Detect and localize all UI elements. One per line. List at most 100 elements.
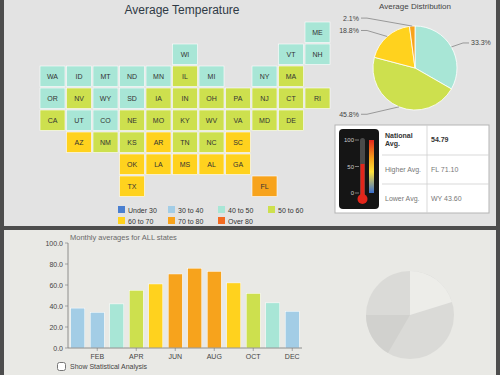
pie-title: Average Distribution (379, 2, 451, 11)
state (173, 154, 198, 175)
bar (266, 303, 280, 348)
pie-label: 18.8% (339, 27, 359, 34)
dashboard: Average TemperatureMEWIVTNHWAIDMTNDMNILM… (0, 0, 500, 375)
legend-label: 30 to 40 (178, 207, 203, 214)
bar (90, 312, 104, 348)
legend-swatch (118, 206, 125, 213)
decor-pie (366, 271, 454, 359)
state-label: CT (286, 95, 296, 102)
gauge-tick-label: 50 (347, 164, 354, 170)
gauge-row-value: FL 71.10 (431, 156, 487, 183)
state (146, 110, 171, 131)
state (279, 44, 304, 65)
pie-leader (361, 18, 412, 26)
state-label: TN (180, 139, 189, 146)
state (120, 154, 145, 175)
state-label: AR (154, 139, 164, 146)
gauge-label: National Avg. (385, 126, 426, 154)
map: MEWIVTNHWAIDMTNDMNILMINYMAORNVWYSDIAINOH… (40, 22, 330, 197)
bar (129, 290, 143, 348)
bar (227, 283, 241, 348)
checkbox-row: Show Statistical Analysis (57, 362, 147, 371)
state (199, 66, 224, 87)
state-label: KS (127, 139, 137, 146)
state-label: DE (286, 117, 296, 124)
state-label: GA (233, 161, 243, 168)
state (252, 88, 277, 109)
bars (71, 268, 300, 348)
state-label: WA (47, 73, 58, 80)
state (40, 66, 65, 87)
state (120, 132, 145, 153)
state-label: WY (100, 95, 112, 102)
checkbox[interactable] (57, 362, 66, 371)
x-tick-label: DEC (285, 353, 300, 360)
state-label: MO (153, 117, 165, 124)
state-label: VA (234, 117, 243, 124)
state-label: AL (207, 161, 216, 168)
state-label: RI (314, 95, 321, 102)
x-tick (175, 348, 176, 351)
x-tick-label: OCT (246, 353, 262, 360)
x-tick (253, 348, 254, 351)
y-tick-label: 60.0 (49, 282, 63, 289)
y-tick-label: 80.0 (49, 261, 63, 268)
y-axis (68, 243, 69, 348)
bar (110, 304, 124, 348)
state-label: SC (233, 139, 243, 146)
state-label: MD (259, 117, 270, 124)
state-label: PA (234, 95, 243, 102)
state (199, 132, 224, 153)
y-tick-label: 20.0 (49, 324, 63, 331)
pie-label: 33.3% (471, 39, 491, 46)
state-label: ND (127, 73, 137, 80)
overlay: National Avg.54.79Higher Avg.FL 71.10Low… (0, 0, 500, 375)
legend-label: Over 80 (228, 218, 253, 225)
state-label: OH (206, 95, 217, 102)
state-label: WV (206, 117, 218, 124)
legend-swatch (118, 217, 125, 224)
state (67, 88, 92, 109)
gauge-row-label: Higher Avg. (385, 156, 426, 183)
legend-label: 70 to 80 (178, 218, 203, 225)
y-tick (65, 327, 68, 328)
x-tick-label: JUN (168, 353, 182, 360)
x-tick (97, 348, 98, 351)
gauge-tick (355, 166, 359, 167)
y-tick-label: 40.0 (49, 303, 63, 310)
checkbox-label[interactable]: Show Statistical Analysis (70, 363, 147, 370)
y-tick-label: 0.0 (53, 345, 63, 352)
state (226, 110, 251, 131)
x-axis (68, 348, 302, 349)
state (67, 110, 92, 131)
state (252, 66, 277, 87)
state (93, 88, 118, 109)
state-label: LA (154, 161, 163, 168)
state-label: MA (286, 73, 297, 80)
decor-wedge (410, 271, 452, 315)
legend: Under 3030 to 4040 to 5050 to 6060 to 70… (118, 206, 303, 225)
thermo-panel (339, 129, 379, 209)
state-label: OR (47, 95, 58, 102)
state-label: CA (48, 117, 58, 124)
state (199, 110, 224, 131)
gauge-tick-label: 0 (351, 190, 355, 196)
state (305, 88, 330, 109)
state (120, 88, 145, 109)
state-label: NV (74, 95, 84, 102)
state-label: NM (100, 139, 111, 146)
pie-slice (409, 26, 415, 68)
x-tick (214, 348, 215, 351)
bar (168, 274, 182, 348)
state (93, 110, 118, 131)
legend-label: 60 to 70 (128, 218, 153, 225)
state-label: OK (127, 161, 137, 168)
title: Average Temperature (125, 3, 240, 17)
state (173, 110, 198, 131)
state-label: ME (312, 29, 323, 36)
table-line (382, 155, 489, 156)
state (146, 132, 171, 153)
gauge-tick (355, 140, 359, 141)
thermo-fill (361, 164, 365, 197)
gauge-value: 54.79 (431, 126, 487, 154)
